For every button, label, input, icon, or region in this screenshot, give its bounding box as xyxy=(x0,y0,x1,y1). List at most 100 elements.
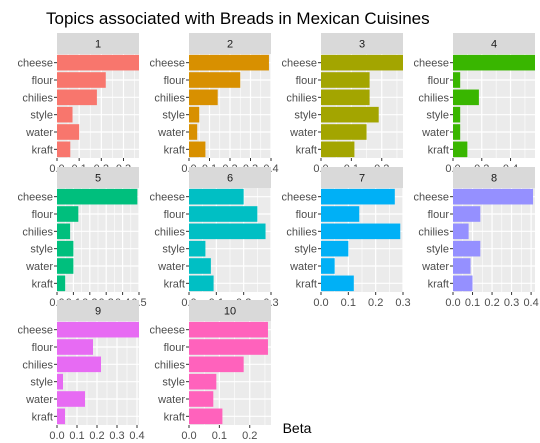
bar-water xyxy=(189,124,198,140)
bar-style xyxy=(57,106,73,123)
category-label: chilies xyxy=(22,226,53,238)
category-label: flour xyxy=(32,342,54,354)
bar-kraft xyxy=(57,275,66,292)
facet-panel-10: 10 cheese flour chilies style water kraft 0.0 0.… xyxy=(150,300,271,442)
category-label: chilies xyxy=(22,92,53,104)
bar-chilies xyxy=(453,89,479,106)
bar-style xyxy=(453,240,481,257)
category-label: water xyxy=(157,261,185,273)
bar-cheese xyxy=(453,54,535,71)
panel-background xyxy=(189,321,271,425)
bar-water xyxy=(57,258,74,274)
category-label: chilies xyxy=(418,92,449,104)
category-label: flour xyxy=(428,75,450,87)
bar-chilies xyxy=(189,356,244,373)
bar-cheese xyxy=(189,321,268,338)
category-label: cheese xyxy=(18,58,53,70)
category-label: flour xyxy=(428,209,450,221)
bar-kraft xyxy=(189,141,206,158)
x-tick-label: 0.1 xyxy=(69,430,84,442)
x-tick-label: 0.0 xyxy=(313,297,328,309)
bar-cheese xyxy=(321,188,395,205)
bar-cheese xyxy=(189,188,244,205)
bar-flour xyxy=(453,206,481,222)
bar-kraft xyxy=(57,408,65,425)
category-label: cheese xyxy=(18,325,53,337)
category-label: chilies xyxy=(154,359,185,371)
facet-strip-label: 8 xyxy=(491,173,497,185)
bar-chilies xyxy=(189,223,266,240)
facet-strip-label: 2 xyxy=(227,39,233,51)
panel-background xyxy=(57,321,139,425)
bar-flour xyxy=(189,339,268,355)
facet-strip xyxy=(189,300,271,321)
facet-strip-label: 4 xyxy=(491,39,497,51)
bar-style xyxy=(57,240,74,257)
category-label: style xyxy=(294,110,317,122)
bar-flour xyxy=(321,72,370,88)
category-label: style xyxy=(30,244,53,256)
facet-strip xyxy=(453,167,535,188)
category-label: chilies xyxy=(286,226,317,238)
category-label: chilies xyxy=(418,226,449,238)
category-label: chilies xyxy=(22,359,53,371)
category-label: water xyxy=(289,261,317,273)
facet-panels: 1 cheese flour chilies style water kraft 0.0 0.1… xyxy=(18,33,539,442)
category-label: style xyxy=(162,110,185,122)
x-tick-label: 0.1 xyxy=(212,430,227,442)
chart-title: Topics associated with Breads in Mexican… xyxy=(46,9,430,28)
facet-strip xyxy=(189,167,271,188)
x-tick-label: 0.1 xyxy=(465,297,480,309)
bar-kraft xyxy=(321,275,354,292)
facet-panel-4: 4cheeseflourchiliesstylewaterkraft0.00.2… xyxy=(414,33,535,175)
category-label: style xyxy=(426,244,449,256)
bar-chilies xyxy=(189,89,218,106)
bar-chilies xyxy=(453,223,469,240)
bar-style xyxy=(453,106,461,123)
x-tick-label: 0.2 xyxy=(242,430,257,442)
category-label: chilies xyxy=(154,226,185,238)
category-label: style xyxy=(162,377,185,389)
category-label: cheese xyxy=(18,192,53,204)
bar-flour xyxy=(57,72,106,88)
bar-flour xyxy=(57,206,79,222)
category-label: water xyxy=(421,127,449,139)
facet-strip xyxy=(321,33,403,54)
x-tick-label: 0.0 xyxy=(445,297,460,309)
bar-water xyxy=(189,391,214,407)
bar-style xyxy=(321,106,379,123)
category-label: cheese xyxy=(414,58,449,70)
category-label: cheese xyxy=(282,192,317,204)
facet-panel-3: 3cheeseflourchiliesstylewaterkraft0.00.1… xyxy=(282,33,403,175)
panel-background xyxy=(453,54,535,158)
category-label: flour xyxy=(296,209,318,221)
category-label: kraft xyxy=(32,278,53,290)
bar-chilies xyxy=(57,89,97,106)
x-tick-label: 0.0 xyxy=(181,430,196,442)
facet-panel-9: 9 cheese flour chilies style water kraft 0.0 0.1… xyxy=(18,300,145,442)
category-label: cheese xyxy=(150,325,185,337)
category-label: kraft xyxy=(428,278,449,290)
bar-water xyxy=(57,124,80,140)
bar-style xyxy=(189,106,200,123)
category-label: style xyxy=(294,244,317,256)
category-label: water xyxy=(289,127,317,139)
facet-panel-2: 2cheeseflourchiliesstylewaterkraft0.00.1… xyxy=(150,33,279,175)
bar-cheese xyxy=(57,188,138,205)
category-label: style xyxy=(162,244,185,256)
category-label: kraft xyxy=(296,144,317,156)
category-label: flour xyxy=(164,209,186,221)
bar-chilies xyxy=(321,223,401,240)
x-axis-title: Beta xyxy=(283,420,312,436)
facet-strip-label: 1 xyxy=(95,39,101,51)
category-label: chilies xyxy=(286,92,317,104)
x-tick-label: 0.2 xyxy=(484,297,499,309)
category-label: kraft xyxy=(32,411,53,423)
bar-cheese xyxy=(189,54,269,71)
bar-kraft xyxy=(453,141,468,158)
x-tick-label: 0.2 xyxy=(89,430,104,442)
facet-strip xyxy=(189,33,271,54)
x-tick-label: 0.0 xyxy=(49,430,64,442)
category-label: flour xyxy=(164,75,186,87)
category-label: water xyxy=(157,127,185,139)
